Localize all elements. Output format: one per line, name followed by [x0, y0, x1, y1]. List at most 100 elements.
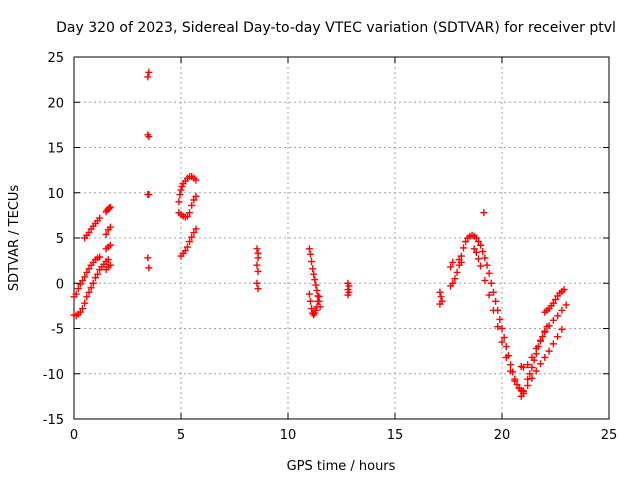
- data-point: [312, 281, 320, 289]
- data-point: [89, 279, 97, 287]
- y-tick-label: 20: [47, 96, 64, 111]
- grid-lines: [74, 57, 609, 419]
- data-point: [305, 290, 313, 298]
- data-point: [314, 297, 322, 305]
- data-point: [83, 268, 91, 276]
- data-point: [524, 361, 532, 369]
- x-tick-label: 25: [601, 428, 618, 443]
- data-point: [190, 196, 198, 204]
- data-point: [489, 288, 497, 296]
- data-point: [85, 229, 93, 237]
- data-point: [308, 305, 316, 313]
- data-point: [310, 270, 318, 278]
- data-point: [106, 261, 114, 269]
- data-point: [549, 299, 557, 307]
- data-point: [480, 209, 488, 217]
- data-point: [96, 253, 104, 261]
- data-point: [145, 191, 153, 199]
- data-point: [524, 375, 532, 383]
- series-arc-d-fall-2: [470, 245, 527, 398]
- data-point: [145, 68, 153, 76]
- data-point: [560, 286, 568, 294]
- data-point: [534, 343, 542, 351]
- data-point: [502, 343, 510, 351]
- x-axis-label: GPS time / hours: [287, 459, 396, 474]
- data-point: [519, 388, 527, 396]
- data-point: [192, 192, 200, 200]
- data-point: [477, 262, 485, 270]
- x-tick-label: 20: [494, 428, 511, 443]
- data-point: [186, 238, 194, 246]
- data-point: [549, 340, 557, 348]
- data-point: [526, 370, 534, 378]
- data-point: [254, 267, 262, 275]
- series-arc-c-lower: [177, 225, 200, 260]
- data-point: [306, 250, 314, 258]
- y-tick-label: 5: [56, 232, 64, 247]
- data-point: [541, 353, 549, 361]
- data-point: [79, 277, 87, 285]
- data-point: [102, 230, 110, 238]
- data-point: [543, 323, 551, 331]
- data-point: [312, 306, 320, 314]
- data-point: [462, 238, 470, 246]
- data-point: [188, 233, 196, 241]
- series-arc-b-low: [102, 261, 114, 274]
- series-arc-b: [102, 203, 114, 253]
- data-point: [477, 241, 485, 249]
- data-point: [254, 254, 262, 262]
- data-point: [85, 288, 93, 296]
- series-arc-d-upper-right: [524, 323, 551, 383]
- data-point: [186, 209, 194, 217]
- series-arc-d-outlier: [480, 209, 488, 217]
- data-point: [436, 300, 444, 308]
- data-point: [81, 299, 89, 307]
- data-point: [145, 133, 153, 141]
- data-point: [515, 384, 523, 392]
- data-point: [183, 212, 191, 220]
- y-tick-label: -10: [43, 368, 64, 383]
- data-point: [449, 279, 457, 287]
- data-point: [492, 297, 500, 305]
- y-tick-label: 15: [47, 142, 64, 157]
- data-point: [253, 279, 261, 287]
- data-point: [447, 263, 455, 271]
- data-point: [106, 241, 114, 249]
- data-point: [524, 382, 532, 390]
- data-point: [479, 248, 487, 256]
- data-point: [253, 261, 261, 269]
- data-point: [558, 306, 566, 314]
- data-point: [507, 367, 515, 375]
- y-tick-labels: -15 -10 -5 0 5 10 15 20 25: [43, 51, 64, 428]
- data-point: [145, 264, 153, 272]
- data-point: [470, 245, 478, 253]
- data-point: [481, 254, 489, 262]
- data-point: [81, 273, 89, 281]
- data-point: [472, 248, 480, 256]
- data-point: [472, 234, 480, 242]
- data-point: [489, 306, 497, 314]
- y-axis-label: SDTVAR / TECUs: [7, 185, 22, 292]
- series-arc-d-rise: [447, 231, 480, 290]
- data-point: [106, 203, 114, 211]
- data-point: [517, 392, 525, 400]
- x-tick-label: 0: [70, 428, 78, 443]
- data-point: [541, 327, 549, 335]
- data-point: [96, 214, 104, 222]
- data-point: [528, 363, 536, 371]
- y-tick-label: 0: [56, 277, 64, 292]
- series-arc-a-lower: [70, 256, 112, 320]
- series-arc-d-recover: [517, 325, 566, 400]
- chart-title: Day 320 of 2023, Sidereal Day-to-day VTE…: [56, 20, 616, 36]
- data-point: [309, 265, 317, 273]
- data-point: [91, 274, 99, 282]
- data-point: [192, 225, 200, 233]
- data-point: [545, 347, 553, 355]
- data-point: [539, 333, 547, 341]
- data-point: [532, 350, 540, 358]
- data-point: [192, 176, 200, 184]
- data-point: [79, 305, 87, 313]
- series-arc-c-upper: [175, 172, 200, 206]
- data-point: [177, 186, 185, 194]
